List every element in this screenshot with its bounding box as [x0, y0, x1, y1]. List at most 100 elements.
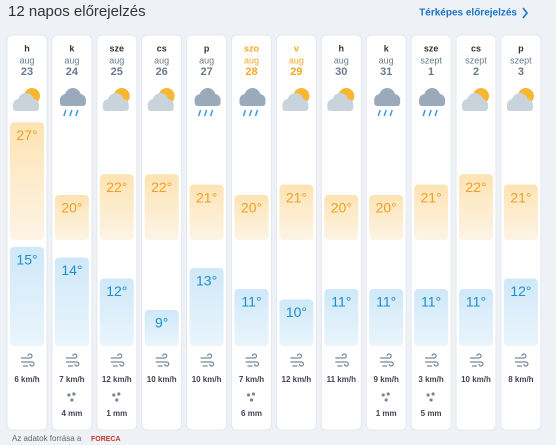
- precipitation: 6 mm: [241, 409, 262, 418]
- weather-icon: [102, 88, 130, 111]
- max-temp: 21°: [286, 189, 307, 205]
- wind-icon: [470, 353, 484, 367]
- rain-icon: [384, 398, 388, 402]
- precipitation: 4 mm: [61, 409, 82, 418]
- weather-icon: [147, 88, 175, 111]
- max-temp: 20°: [241, 200, 262, 216]
- max-temp: 20°: [61, 200, 82, 216]
- cloud-part: [147, 104, 174, 111]
- cloud-part: [327, 104, 354, 111]
- rain-icon: [70, 398, 74, 402]
- wind-speed: 7 km/h: [59, 375, 84, 384]
- cloud-part: [462, 104, 488, 111]
- rain-drop: [69, 109, 73, 117]
- min-temp: 9°: [155, 315, 168, 331]
- cloud-part: [506, 104, 533, 111]
- wind-icon: [335, 353, 349, 367]
- max-temp: 27°: [16, 127, 37, 143]
- month: aug: [109, 55, 124, 65]
- rain-icon: [386, 392, 390, 396]
- max-temp-bar: [324, 195, 359, 240]
- wind-speed: 10 km/h: [147, 375, 177, 384]
- min-temp: 12°: [106, 283, 127, 299]
- rain-icon: [115, 398, 119, 402]
- wind-speed: 9 km/h: [374, 375, 399, 384]
- weekday: h: [339, 43, 345, 53]
- rain-icon: [431, 392, 435, 396]
- wind-speed: 12 km/h: [282, 375, 312, 384]
- month: aug: [199, 55, 214, 65]
- weather-icon: [506, 88, 534, 111]
- weekday: cs: [157, 43, 167, 53]
- weather-icon: [282, 88, 310, 111]
- min-temp: 11°: [241, 294, 261, 310]
- max-temp: 22°: [151, 179, 172, 195]
- rain-drop: [242, 109, 247, 117]
- month: aug: [244, 55, 259, 65]
- cloud-part: [419, 99, 446, 106]
- max-temp: 21°: [510, 189, 531, 205]
- weather-icon: [462, 88, 489, 111]
- min-temp-bar: [459, 289, 493, 346]
- link-arrow[interactable]: [522, 7, 529, 19]
- wind-icon: [110, 353, 125, 367]
- date: 3: [518, 66, 524, 78]
- rain-drop: [248, 109, 253, 117]
- wind-speed: 12 km/h: [102, 375, 132, 384]
- max-temp-bar: [54, 195, 89, 240]
- weekday: h: [24, 43, 30, 53]
- max-temp-bar: [414, 184, 449, 240]
- map-link[interactable]: Térképes előrejelzés: [419, 8, 517, 19]
- min-temp-bar: [54, 257, 89, 346]
- max-temp: 22°: [465, 179, 486, 195]
- rain-drop: [422, 109, 426, 117]
- month: szept: [510, 55, 532, 65]
- weather-icon: [13, 88, 40, 111]
- month: aug: [154, 55, 169, 65]
- date: 2: [473, 66, 479, 78]
- rain-icon: [112, 393, 116, 397]
- wind-icon: [290, 353, 304, 367]
- wind-icon: [245, 353, 260, 367]
- rain-drop: [197, 109, 202, 117]
- cloud-part: [13, 104, 39, 111]
- max-temp-bar: [459, 174, 493, 240]
- max-temp: 21°: [421, 189, 442, 205]
- date: 27: [200, 66, 212, 78]
- rain-drop: [428, 109, 432, 117]
- max-temp-bar: [503, 184, 538, 240]
- wind-speed: 11 km/h: [327, 375, 356, 384]
- min-temp: 15°: [16, 252, 37, 268]
- max-temp-bar: [144, 174, 179, 240]
- min-temp-bar: [279, 299, 314, 346]
- weekday: sze: [110, 43, 125, 53]
- month: aug: [379, 55, 394, 65]
- rain-drop: [377, 109, 381, 117]
- cloud-part: [282, 104, 309, 111]
- cloud-part: [102, 104, 129, 111]
- footer-text: Az adatok forrása a: [12, 434, 82, 443]
- rain-icon: [117, 392, 121, 396]
- rain-drop: [254, 109, 259, 117]
- wind-icon: [380, 353, 394, 367]
- weather-icon: [327, 88, 355, 111]
- month: aug: [19, 55, 34, 65]
- rain-icon: [251, 392, 256, 396]
- max-temp: 21°: [196, 189, 217, 205]
- month: szept: [420, 55, 442, 65]
- rain-drop: [75, 109, 79, 117]
- rain-icon: [72, 392, 76, 396]
- cloud-part: [374, 99, 401, 106]
- month: aug: [64, 55, 79, 65]
- wind-speed: 10 km/h: [192, 375, 222, 384]
- rain-drop: [434, 109, 438, 117]
